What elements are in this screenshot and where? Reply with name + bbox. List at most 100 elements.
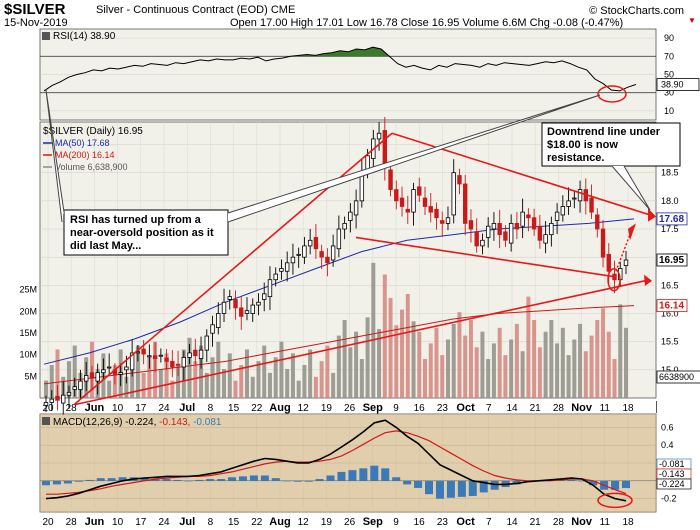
macd-histogram-bar: [315, 479, 324, 481]
x-axis-label-bottom: 24: [158, 517, 170, 528]
macd-title-part: MACD(12,26,9) -0.224,: [53, 417, 159, 428]
volume-current-label: 6638900: [659, 372, 694, 382]
volume-bar: [394, 325, 399, 398]
support-trendline: [73, 278, 651, 406]
candle-body: [147, 355, 152, 358]
candle-body: [520, 211, 525, 227]
volume-bar: [601, 308, 606, 398]
volume-bar: [342, 320, 347, 398]
price-tick-label: 15.5: [661, 337, 679, 347]
volume-bar: [336, 335, 341, 398]
candle-body: [606, 253, 611, 272]
volume-tick-label: 25M: [19, 285, 37, 295]
candle-body: [485, 225, 491, 238]
candle-body: [170, 360, 175, 368]
volume-current-box: [656, 370, 700, 384]
rsi-title: RSI(14) 38.90: [53, 31, 116, 42]
volume-bar: [595, 320, 600, 398]
candle-body: [198, 349, 204, 359]
candle-body: [72, 386, 77, 390]
macd-histogram-bar: [370, 465, 379, 481]
macd-histogram-bar: [326, 475, 335, 481]
lower-channel-line: [355, 236, 617, 278]
volume-bar: [440, 355, 445, 398]
candle-body: [572, 197, 577, 200]
volume-bar: [55, 349, 60, 398]
x-axis-label-bottom: 15: [228, 517, 240, 528]
x-axis-label: 17: [135, 403, 147, 414]
candle-body: [83, 375, 89, 382]
candle-body: [267, 279, 273, 298]
macd-histogram-bar: [446, 480, 455, 498]
x-axis-label-bottom: 21: [530, 517, 542, 528]
x-axis-label: 9: [393, 403, 399, 414]
macd-histogram-bar: [293, 480, 302, 482]
volume-bar: [348, 347, 353, 398]
volume-bar: [124, 376, 129, 398]
volume-bar: [49, 365, 54, 398]
x-axis-label: 7: [486, 403, 492, 414]
macd-histogram-bar: [238, 476, 247, 481]
macd-histogram-bar: [195, 479, 204, 481]
resistance-annotation-text: $18.00 is now: [547, 139, 618, 151]
volume-bar: [491, 343, 496, 398]
candle-body: [491, 222, 497, 230]
price-tick-label: 16.5: [661, 280, 679, 290]
candle-body: [342, 222, 347, 230]
macd-histogram-bar: [206, 479, 215, 481]
candle-body: [181, 357, 187, 368]
candle-body: [365, 155, 370, 171]
volume-bar: [624, 327, 628, 398]
candle-body: [307, 239, 313, 247]
macd-histogram-bar: [381, 468, 390, 481]
candle-body: [440, 220, 445, 224]
volume-bar: [474, 347, 479, 398]
x-axis-label: 23: [437, 403, 449, 414]
rsi-tick-label: 10: [664, 106, 674, 116]
candle-body: [49, 398, 54, 403]
macd-histogram-bar: [107, 478, 116, 481]
x-axis-label-bottom: 26: [344, 517, 356, 528]
candle-body: [141, 348, 146, 355]
macd-histogram-bar: [304, 480, 313, 482]
macd-histogram-bar: [63, 480, 72, 484]
candle-body: [106, 366, 112, 369]
macd-current-label: -0.143: [659, 469, 685, 479]
macd-histogram-bar: [249, 475, 258, 481]
candle-body: [457, 175, 462, 185]
volume-bar: [107, 380, 112, 398]
candle-body: [129, 352, 135, 371]
macd-histogram-bar: [611, 480, 620, 490]
macd-circle: [597, 492, 633, 509]
rsi-line: [43, 46, 637, 92]
volume-bar: [158, 368, 163, 398]
rsi-tick-label: 50: [664, 70, 674, 80]
rsi-tick-label: 30: [664, 88, 674, 98]
rsi-annotation-text: RSI has turned up from a: [70, 214, 202, 226]
macd-histogram-bar: [392, 477, 401, 481]
candle-body: [549, 222, 554, 236]
legend-label: MA(200) 16.14: [55, 150, 115, 160]
x-axis-label: 22: [251, 403, 263, 414]
macd-histogram-bar: [228, 477, 237, 481]
price-title: $SILVER (Daily) 16.95: [43, 126, 143, 137]
macd-line: [45, 419, 627, 502]
candle-body: [302, 245, 307, 258]
volume-bar: [302, 365, 307, 398]
price-current-label: 16.14: [659, 301, 684, 312]
x-axis-label-bottom: 7: [486, 517, 492, 528]
candle-body: [284, 262, 290, 272]
macd-histogram-bar: [348, 470, 357, 481]
candle-body: [497, 222, 502, 236]
volume-bar: [216, 341, 221, 398]
x-axis-label: 18: [622, 403, 634, 414]
candle-body: [61, 394, 66, 404]
volume-bar: [44, 380, 48, 398]
chevron-down-icon[interactable]: ▼: [688, 16, 696, 25]
rsi-annotation-text: near-oversold position as it: [70, 227, 214, 239]
volume-bar: [572, 339, 577, 398]
volume-bar: [618, 304, 623, 398]
volume-bar: [532, 320, 537, 398]
candle-body: [313, 237, 319, 250]
volume-bar: [331, 372, 336, 398]
